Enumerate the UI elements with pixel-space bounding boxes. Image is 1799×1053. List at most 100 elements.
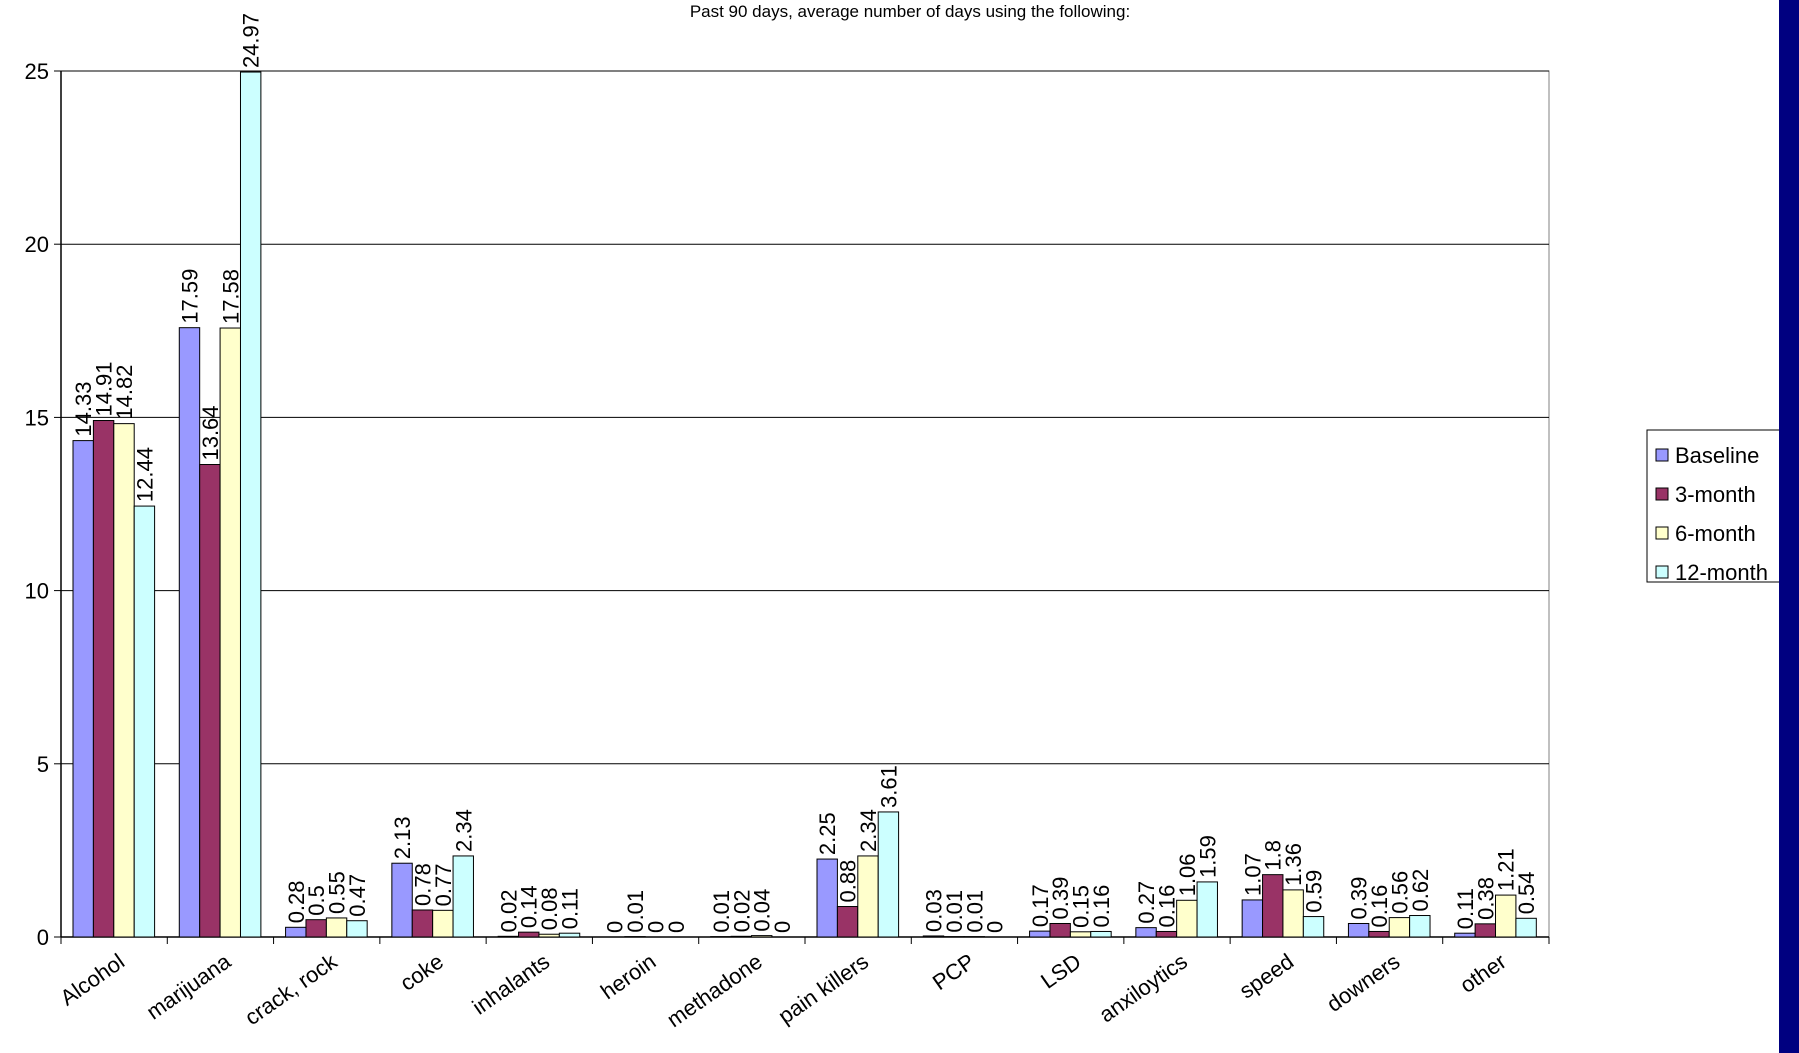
- data-label: 0.03: [921, 889, 946, 932]
- bar-3-month: [92, 420, 115, 938]
- y-tick-label: 5: [37, 752, 49, 777]
- legend-box: [1646, 429, 1790, 583]
- data-label: 0: [664, 921, 689, 933]
- data-label: 14.91: [92, 361, 117, 416]
- data-label: 0.39: [1347, 877, 1372, 920]
- bar-baseline: [285, 926, 307, 938]
- data-label: 17.59: [177, 269, 202, 324]
- y-tick-label: 10: [25, 579, 49, 604]
- legend-swatch: [1655, 526, 1669, 540]
- data-label: 0.77: [431, 863, 456, 906]
- bar-6-month: [538, 933, 560, 938]
- data-label: 0.16: [1154, 885, 1179, 928]
- data-label: 0.38: [1473, 877, 1498, 920]
- data-label: 0: [643, 921, 668, 933]
- bar-12-month: [1515, 917, 1537, 938]
- data-label: 0.01: [709, 890, 734, 933]
- bar-baseline: [178, 327, 201, 938]
- x-category-label: anxiloytics: [1094, 949, 1191, 1028]
- data-label: 1.21: [1494, 848, 1519, 891]
- y-tick-label: 0: [37, 925, 49, 950]
- data-label: 0.28: [284, 880, 309, 923]
- bar-baseline: [1454, 932, 1476, 938]
- x-category-label: other: [1455, 949, 1510, 998]
- window-edge: [1779, 0, 1799, 1053]
- bar-6-month: [751, 935, 773, 938]
- data-label: 0.39: [1048, 877, 1073, 920]
- bar-12-month: [1302, 916, 1325, 938]
- x-category-label: pain killers: [774, 949, 873, 1029]
- bar-3-month: [836, 906, 859, 938]
- bar-12-month: [239, 71, 262, 938]
- bar-12-month: [452, 855, 474, 938]
- bar-6-month: [432, 909, 454, 938]
- data-label: 0.27: [1134, 881, 1159, 924]
- data-label: 1.8: [1261, 840, 1286, 871]
- data-label: 0.54: [1514, 871, 1539, 914]
- data-label: 0: [603, 921, 628, 933]
- data-label: 0.17: [1028, 884, 1053, 927]
- data-label: 0.02: [729, 889, 754, 932]
- bar-baseline: [1135, 927, 1157, 938]
- bar-3-month: [411, 909, 434, 938]
- data-label: 24.97: [239, 13, 264, 68]
- bar-6-month: [1388, 917, 1411, 938]
- bar-3-month: [1049, 922, 1071, 938]
- bar-baseline: [1241, 899, 1264, 938]
- x-category-label: coke: [395, 949, 447, 996]
- y-tick-label: 25: [25, 59, 49, 84]
- bar-6-month: [325, 917, 348, 938]
- data-label: 2.25: [815, 812, 840, 855]
- bar-layer: [72, 71, 1537, 938]
- bar-12-month: [1409, 915, 1431, 938]
- bar-6-month: [857, 855, 879, 938]
- data-label: 0.08: [537, 887, 562, 930]
- bar-baseline: [1029, 930, 1051, 938]
- y-tick-label: 15: [25, 405, 49, 430]
- bar-3-month: [199, 464, 221, 938]
- data-label: 0.78: [410, 863, 435, 906]
- grid-layer: [60, 70, 1550, 938]
- legend-swatch: [1655, 565, 1669, 579]
- x-category-label: methadone: [662, 949, 767, 1033]
- data-label: 0.88: [836, 860, 861, 903]
- legend-label: 12-month: [1675, 560, 1768, 585]
- data-label: 0.01: [942, 890, 967, 933]
- data-label: 0.04: [750, 889, 775, 932]
- data-label: 0.15: [1069, 885, 1094, 928]
- x-category-label: crack, rock: [240, 948, 342, 1030]
- bar-3-month: [518, 931, 540, 938]
- data-label: 12.44: [132, 447, 157, 502]
- legend-label: 3-month: [1675, 482, 1756, 507]
- x-category-label: marijuana: [142, 948, 236, 1024]
- plot-area: [60, 70, 1550, 938]
- legend: Baseline 3-month 6-month 12-month: [1646, 429, 1790, 585]
- x-category-label: heroin: [596, 949, 660, 1005]
- data-label: 0.16: [1089, 885, 1114, 928]
- data-label: 0.55: [325, 871, 350, 914]
- data-label: 13.64: [198, 405, 223, 460]
- data-label: 1.07: [1240, 853, 1265, 896]
- bar-6-month: [1495, 894, 1517, 938]
- data-label: 1.36: [1281, 843, 1306, 886]
- bar-3-month: [1155, 930, 1178, 938]
- y-tick-label: 20: [25, 232, 49, 257]
- bar-baseline: [1347, 922, 1370, 938]
- legend-swatch: [1655, 448, 1669, 462]
- bar-6-month: [113, 423, 135, 938]
- data-label: 0: [983, 921, 1008, 933]
- data-label: 17.58: [218, 269, 243, 324]
- x-category-label: PCP: [928, 949, 979, 995]
- bar-6-month: [219, 327, 241, 938]
- data-label: 0.11: [1453, 888, 1478, 929]
- bar-12-month: [1090, 930, 1112, 938]
- bar-12-month: [133, 505, 156, 938]
- data-label: 0.47: [345, 874, 370, 917]
- data-label: 2.34: [451, 809, 476, 852]
- bar-baseline: [922, 935, 945, 938]
- data-label: 0.59: [1302, 870, 1327, 913]
- bar-baseline: [391, 862, 413, 938]
- bar-6-month: [1282, 889, 1304, 938]
